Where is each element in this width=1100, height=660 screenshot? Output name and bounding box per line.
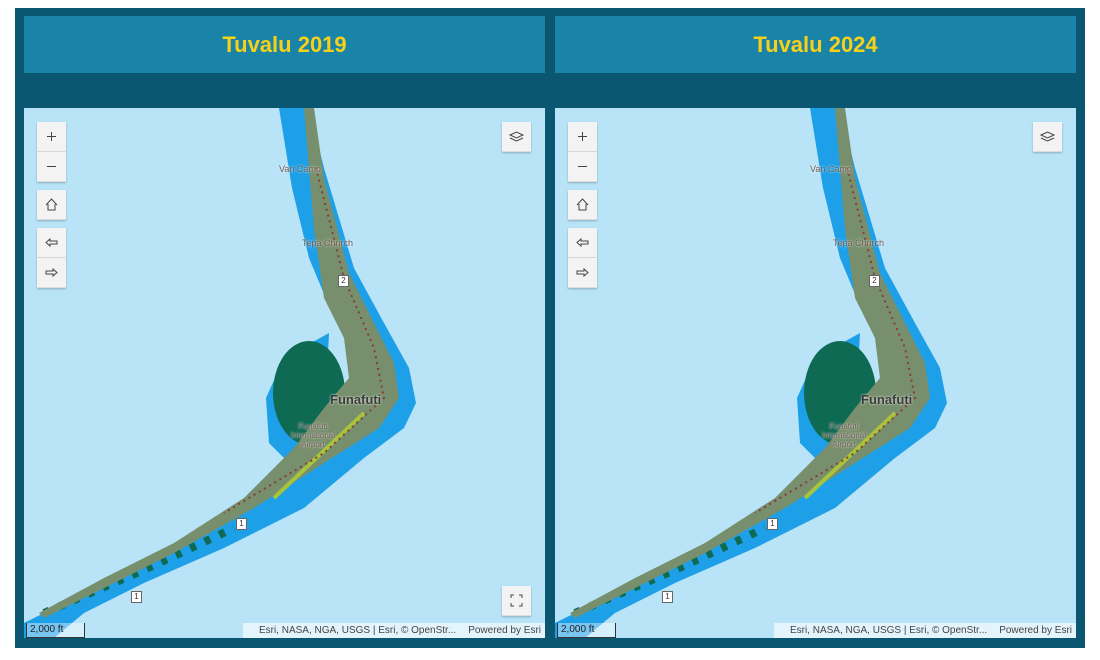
layers-button-icon — [508, 131, 525, 142]
zoom-out-button-icon — [47, 166, 56, 167]
panel-header: Tuvalu 2019 — [24, 16, 545, 73]
road-shield: 1 — [767, 518, 778, 530]
zoom-in-button-glyph — [578, 132, 587, 141]
scale-bar: 2,000 ft — [26, 623, 85, 638]
zoom-in-button[interactable] — [37, 122, 66, 152]
road-shield: 1 — [662, 591, 673, 603]
zoom-out-button[interactable] — [568, 152, 597, 182]
runway — [803, 411, 897, 500]
layers-button[interactable] — [502, 122, 531, 152]
back-button-icon — [576, 237, 589, 248]
place-label: Funafuti — [330, 392, 382, 407]
map-panel: Tuvalu 2019 Van Camp Tepa Church Funafuti Fu… — [24, 8, 545, 648]
forward-button-glyph — [576, 267, 589, 278]
back-button-glyph — [45, 237, 58, 248]
fullscreen-button[interactable] — [502, 586, 531, 616]
fullscreen-button-icon — [510, 594, 523, 607]
forward-button-icon — [45, 267, 58, 278]
island-land — [570, 108, 930, 618]
map[interactable]: Van Camp Tepa Church Funafuti Funafuti Inte… — [555, 108, 1076, 638]
attribution: Esri, NASA, NGA, USGS | Esri, © OpenStr.… — [242, 623, 545, 638]
place-label: Van Camp — [279, 164, 321, 174]
attribution-text: Esri, NASA, NGA, USGS | Esri, © OpenStr.… — [789, 625, 988, 636]
map-base — [555, 108, 947, 638]
zoom-out-button-icon — [578, 166, 587, 167]
panel-title: Tuvalu 2019 — [222, 32, 347, 57]
road-shield: 1 — [131, 591, 142, 603]
forward-button-glyph — [45, 267, 58, 278]
road-shield: 2 — [338, 275, 349, 287]
place-label: Van Camp — [810, 164, 852, 174]
zoom-in-button-glyph — [47, 132, 56, 141]
layers-button-glyph — [508, 131, 525, 142]
attribution-text: Esri, NASA, NGA, USGS | Esri, © OpenStr.… — [258, 625, 457, 636]
island-land — [39, 108, 399, 618]
home-button-glyph — [576, 198, 589, 211]
zoom-in-button-icon — [47, 132, 56, 141]
back-button-icon — [45, 237, 58, 248]
back-button-glyph — [576, 237, 589, 248]
back-button[interactable] — [568, 228, 597, 258]
place-label: Funafuti International Airport — [290, 422, 336, 449]
zoom-out-button[interactable] — [37, 152, 66, 182]
panel-header: Tuvalu 2024 — [555, 16, 1076, 73]
home-button-icon — [576, 198, 589, 211]
home-button-icon — [45, 198, 58, 211]
zoom-in-button[interactable] — [568, 122, 597, 152]
layers-button[interactable] — [1033, 122, 1062, 152]
map-base — [24, 108, 416, 638]
dashboard: Tuvalu 2019 Van Camp Tepa Church Funafuti Fu… — [15, 8, 1085, 648]
map[interactable]: Van Camp Tepa Church Funafuti Funafuti Inte… — [24, 108, 545, 638]
scale-bar: 2,000 ft — [557, 623, 616, 638]
fullscreen-button-glyph — [510, 594, 523, 607]
map-panel: Tuvalu 2024 Van Camp Tepa Church Funafuti Fu… — [555, 8, 1076, 648]
place-label: Tepa Church — [833, 238, 885, 248]
place-label: Tepa Church — [302, 238, 354, 248]
powered-by[interactable]: Powered by Esri — [468, 625, 541, 636]
road-shield: 2 — [869, 275, 880, 287]
zoom-in-button-icon — [578, 132, 587, 141]
back-button[interactable] — [37, 228, 66, 258]
home-button[interactable] — [568, 190, 597, 220]
layers-button-glyph — [1039, 131, 1056, 142]
powered-by[interactable]: Powered by Esri — [999, 625, 1072, 636]
runway — [272, 411, 366, 500]
place-label: Funafuti International Airport — [821, 422, 867, 449]
place-label: Funafuti — [861, 392, 913, 407]
attribution: Esri, NASA, NGA, USGS | Esri, © OpenStr.… — [773, 623, 1076, 638]
forward-button[interactable] — [568, 258, 597, 288]
panel-title: Tuvalu 2024 — [753, 32, 878, 57]
forward-button[interactable] — [37, 258, 66, 288]
home-button-glyph — [45, 198, 58, 211]
road-shield: 1 — [236, 518, 247, 530]
forward-button-icon — [576, 267, 589, 278]
home-button[interactable] — [37, 190, 66, 220]
layers-button-icon — [1039, 131, 1056, 142]
